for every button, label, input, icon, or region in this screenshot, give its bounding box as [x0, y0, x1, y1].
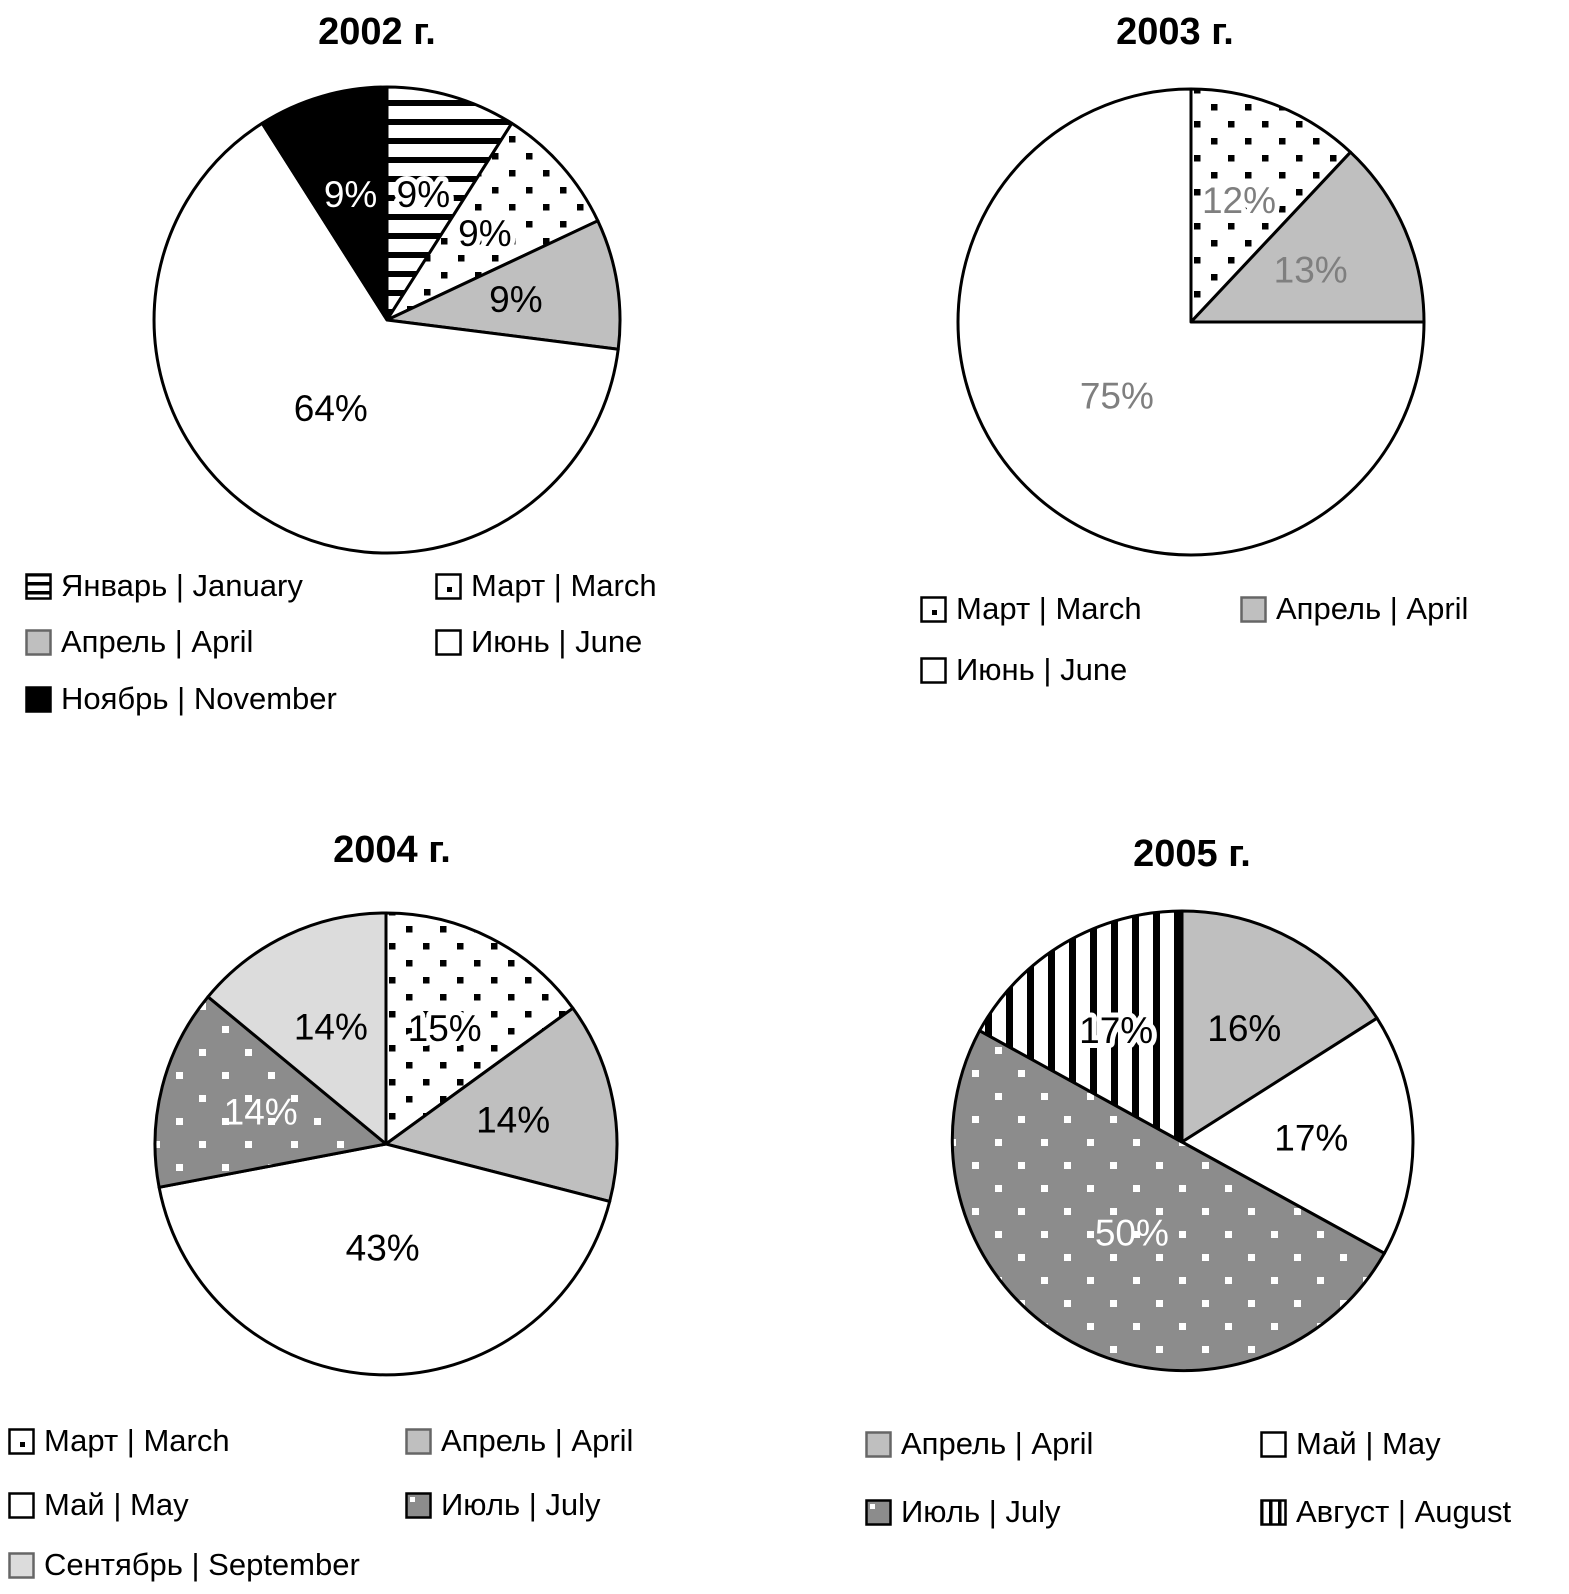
pie-slice: [385, 219, 622, 351]
slice-value-label: 16%: [1207, 1008, 1281, 1049]
legend-swatch-icon: [1260, 1430, 1287, 1458]
legend-label: Июнь | June: [471, 624, 643, 659]
legend-item: Апрель | April: [25, 625, 253, 659]
pie-slice: [260, 85, 389, 322]
slice-value-label: 14%: [476, 1099, 550, 1140]
legend-item: Апрель | April: [405, 1424, 633, 1458]
chart-title-2004: 2004 г.: [333, 829, 451, 871]
pie-slice: [385, 85, 514, 322]
legend-label: Июль | July: [441, 1487, 601, 1522]
legend-label: Май | May: [44, 1487, 189, 1522]
legend-swatch-icon: [1240, 595, 1267, 623]
pie-slice: [950, 1029, 1386, 1373]
legend-swatch-icon: [435, 628, 462, 656]
legend-item: Июль | July: [405, 1488, 601, 1522]
slice-value-label: 9%: [397, 174, 450, 215]
legend-swatch-icon: [865, 1498, 892, 1526]
legend-label: Ноябрь | November: [61, 681, 337, 716]
legend-item: Сентябрь | September: [8, 1548, 360, 1582]
slice-value-label: 14%: [294, 1007, 368, 1048]
slice-value-label: 43%: [346, 1227, 420, 1268]
legend-swatch-icon: [920, 595, 947, 623]
pie-slice: [384, 1006, 619, 1203]
legend-label: Июль | July: [901, 1494, 1061, 1529]
pie-2003: 12% 13% 75%: [956, 87, 1426, 557]
legend-item: Июнь | June: [435, 625, 642, 659]
legend-swatch-icon: [1260, 1498, 1287, 1526]
chart-title-2003: 2003 г.: [1116, 11, 1234, 53]
legend-label: Май | May: [1296, 1426, 1441, 1461]
legend-item: Апрель | April: [865, 1427, 1093, 1461]
pie-slice: [153, 995, 388, 1189]
slice-value-label: 9%: [458, 213, 511, 254]
slice-value-label: 15%: [408, 1008, 482, 1049]
pie-slice: [206, 911, 388, 1146]
pie-slice: [385, 121, 600, 322]
pie-slice: [157, 1142, 612, 1377]
pie-2004: 15% 14% 43% 14% 14%: [153, 911, 619, 1377]
legend-swatch-icon: [25, 628, 52, 656]
slice-value-label: 50%: [1095, 1213, 1169, 1254]
slice-value-label: 64%: [294, 388, 368, 429]
legend-label: Март | March: [471, 568, 657, 603]
slice-value-label: 9%: [489, 279, 542, 320]
legend-swatch-icon: [25, 572, 52, 600]
legend-swatch-icon: [405, 1491, 432, 1519]
legend-label: Июнь | June: [956, 652, 1128, 687]
pie-2005: 16% 17% 50% 17%: [950, 909, 1415, 1373]
legend-item: Август | August: [1260, 1495, 1511, 1529]
pie-slice: [978, 909, 1184, 1144]
legend-item: Май | May: [8, 1488, 189, 1522]
pie-slice: [152, 121, 620, 555]
legend-label: Январь | January: [61, 568, 303, 603]
slice-value-label: 9%: [324, 174, 377, 215]
slice-value-label: 75%: [1080, 376, 1154, 417]
legend-item: Март | March: [435, 569, 657, 603]
legend-item: Июнь | June: [920, 653, 1127, 687]
legend-label: Март | March: [956, 591, 1142, 626]
pie-slice: [1180, 909, 1379, 1144]
pie-slice: [384, 911, 575, 1146]
legend-label: Апрель | April: [901, 1426, 1094, 1461]
slice-value-label: 17%: [1274, 1117, 1348, 1158]
chart-title-2005: 2005 г.: [1133, 833, 1251, 875]
pie-slice: [1180, 1016, 1415, 1255]
legend-swatch-icon: [8, 1491, 35, 1519]
legend-swatch-icon: [920, 656, 947, 684]
pie-slice: [1189, 87, 1352, 324]
legend-swatch-icon: [405, 1427, 432, 1455]
legend-swatch-icon: [8, 1427, 35, 1455]
legend-item: Апрель | April: [1240, 592, 1468, 626]
legend-item: Март | March: [920, 592, 1142, 626]
legend-item: Март | March: [8, 1424, 230, 1458]
legend-label: Апрель | April: [1276, 591, 1469, 626]
pie-slice: [1189, 150, 1426, 324]
legend-item: Ноябрь | November: [25, 682, 337, 716]
legend-label: Апрель | April: [441, 1423, 634, 1458]
legend-swatch-icon: [435, 572, 462, 600]
chart-title-2002: 2002 г.: [318, 11, 436, 53]
legend-item: Июль | July: [865, 1495, 1061, 1529]
pie-2002: 9%9%9%64%9%: [152, 85, 622, 555]
legend-label: Апрель | April: [61, 624, 254, 659]
legend-swatch-icon: [25, 685, 52, 713]
pie-slice: [956, 87, 1426, 557]
slice-value-label: 12%: [1202, 180, 1276, 221]
legend-label: Сентябрь | September: [44, 1547, 360, 1582]
slice-value-label: 13%: [1274, 250, 1348, 291]
legend-item: Январь | January: [25, 569, 303, 603]
legend-item: Май | May: [1260, 1427, 1441, 1461]
legend-swatch-icon: [865, 1430, 892, 1458]
legend-swatch-icon: [8, 1551, 35, 1579]
slice-value-label: 14%: [224, 1091, 298, 1132]
slice-value-label: 17%: [1079, 1010, 1153, 1051]
legend-label: Март | March: [44, 1423, 230, 1458]
legend-label: Август | August: [1296, 1494, 1512, 1529]
